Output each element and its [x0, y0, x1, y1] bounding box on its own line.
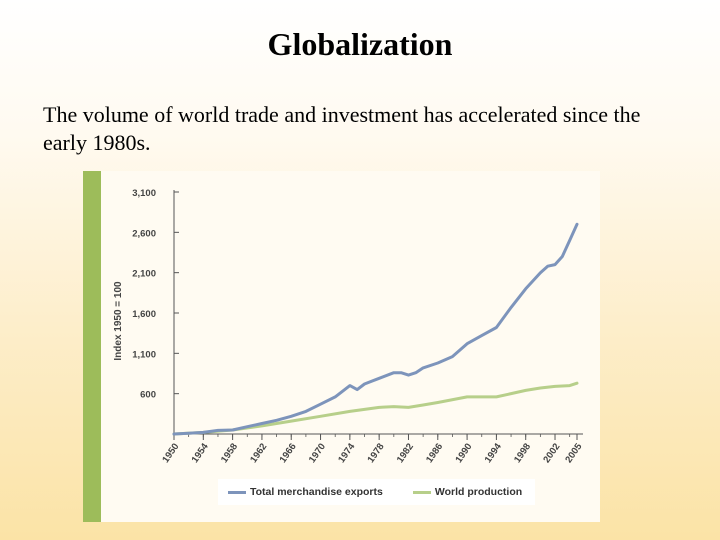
legend-item-production: World production: [412, 486, 523, 498]
x-tick-label: 2002: [541, 441, 562, 465]
x-tick-label: 2005: [563, 441, 585, 465]
series-line-production: [172, 381, 579, 436]
y-tick-label: 2,100: [132, 269, 156, 280]
slide-title: Globalization: [267, 26, 453, 62]
y-axis-title: Index 1950 = 100: [113, 281, 124, 361]
x-tick-label: 1950: [160, 441, 181, 465]
x-tick-label: 1998: [512, 441, 533, 465]
x-tick-label: 1958: [219, 441, 240, 465]
x-tick-label: 1966: [278, 441, 299, 465]
x-tick-label: 1974: [336, 441, 358, 465]
y-tick-label: 600: [140, 390, 156, 401]
slide-subtitle-text: The volume of world trade and investment…: [43, 102, 641, 155]
chart-legend: Total merchandise exports World producti…: [218, 479, 535, 505]
legend-label-production: World production: [434, 486, 523, 498]
x-tick-label: 1970: [307, 441, 328, 465]
line-chart: 600 1,100 1,600 2,100 2,600 3,100 Index 1950 =…: [113, 188, 585, 465]
legend-swatch-production: [412, 490, 431, 494]
legend-item-exports: Total merchandise exports: [228, 486, 383, 498]
y-tick-label: 3,100: [132, 188, 156, 199]
y-tick-label: 2,600: [132, 228, 156, 239]
x-tick-label: 1978: [365, 441, 386, 465]
series-line-exports: [172, 222, 579, 436]
x-tick-label: 1954: [190, 441, 212, 465]
x-tick-label: 1986: [424, 441, 445, 465]
chart-figure: 600 1,100 1,600 2,100 2,600 3,100 Index 1950 =…: [83, 171, 600, 522]
x-tick-label: 1994: [483, 441, 505, 465]
y-tick-label: 1,100: [132, 349, 156, 360]
legend-swatch-exports: [228, 490, 246, 494]
x-tick-label: 1962: [248, 441, 269, 465]
x-tick-label: 1982: [395, 441, 416, 465]
accent-bar: [83, 171, 101, 522]
y-tick-label: 1,600: [132, 309, 156, 320]
legend-label-exports: Total merchandise exports: [250, 486, 383, 498]
x-tick-label: 1990: [453, 441, 474, 465]
